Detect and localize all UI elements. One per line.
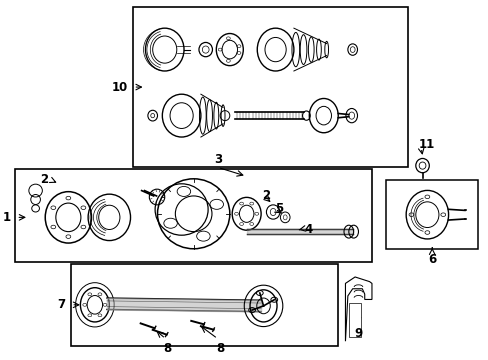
Text: 4: 4 [304, 222, 312, 236]
Text: 3: 3 [213, 153, 222, 166]
Bar [133, 7, 407, 167]
Text: 10: 10 [111, 81, 127, 94]
Text: 11: 11 [417, 138, 433, 151]
Bar [71, 264, 338, 346]
Bar [386, 180, 477, 249]
Text: 9: 9 [354, 327, 362, 340]
Text: 1: 1 [2, 211, 11, 224]
Text: 2: 2 [40, 174, 48, 186]
Text: 2: 2 [262, 189, 270, 202]
Text: 8: 8 [216, 342, 224, 355]
Text: 7: 7 [57, 298, 65, 311]
Text: 8: 8 [163, 342, 171, 355]
Polygon shape [348, 303, 361, 337]
Bar [15, 169, 371, 262]
Text: 6: 6 [427, 253, 435, 266]
Text: 5: 5 [274, 202, 282, 215]
